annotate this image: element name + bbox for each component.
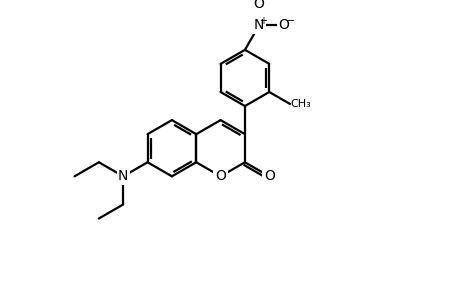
Text: +: + (258, 16, 266, 26)
Text: N: N (118, 169, 128, 183)
Text: −: − (286, 16, 295, 26)
Text: O: O (263, 169, 274, 183)
Text: O: O (278, 19, 289, 32)
Text: N: N (253, 19, 263, 32)
Text: O: O (253, 0, 264, 11)
Text: CH₃: CH₃ (289, 99, 310, 109)
Text: O: O (215, 169, 225, 183)
